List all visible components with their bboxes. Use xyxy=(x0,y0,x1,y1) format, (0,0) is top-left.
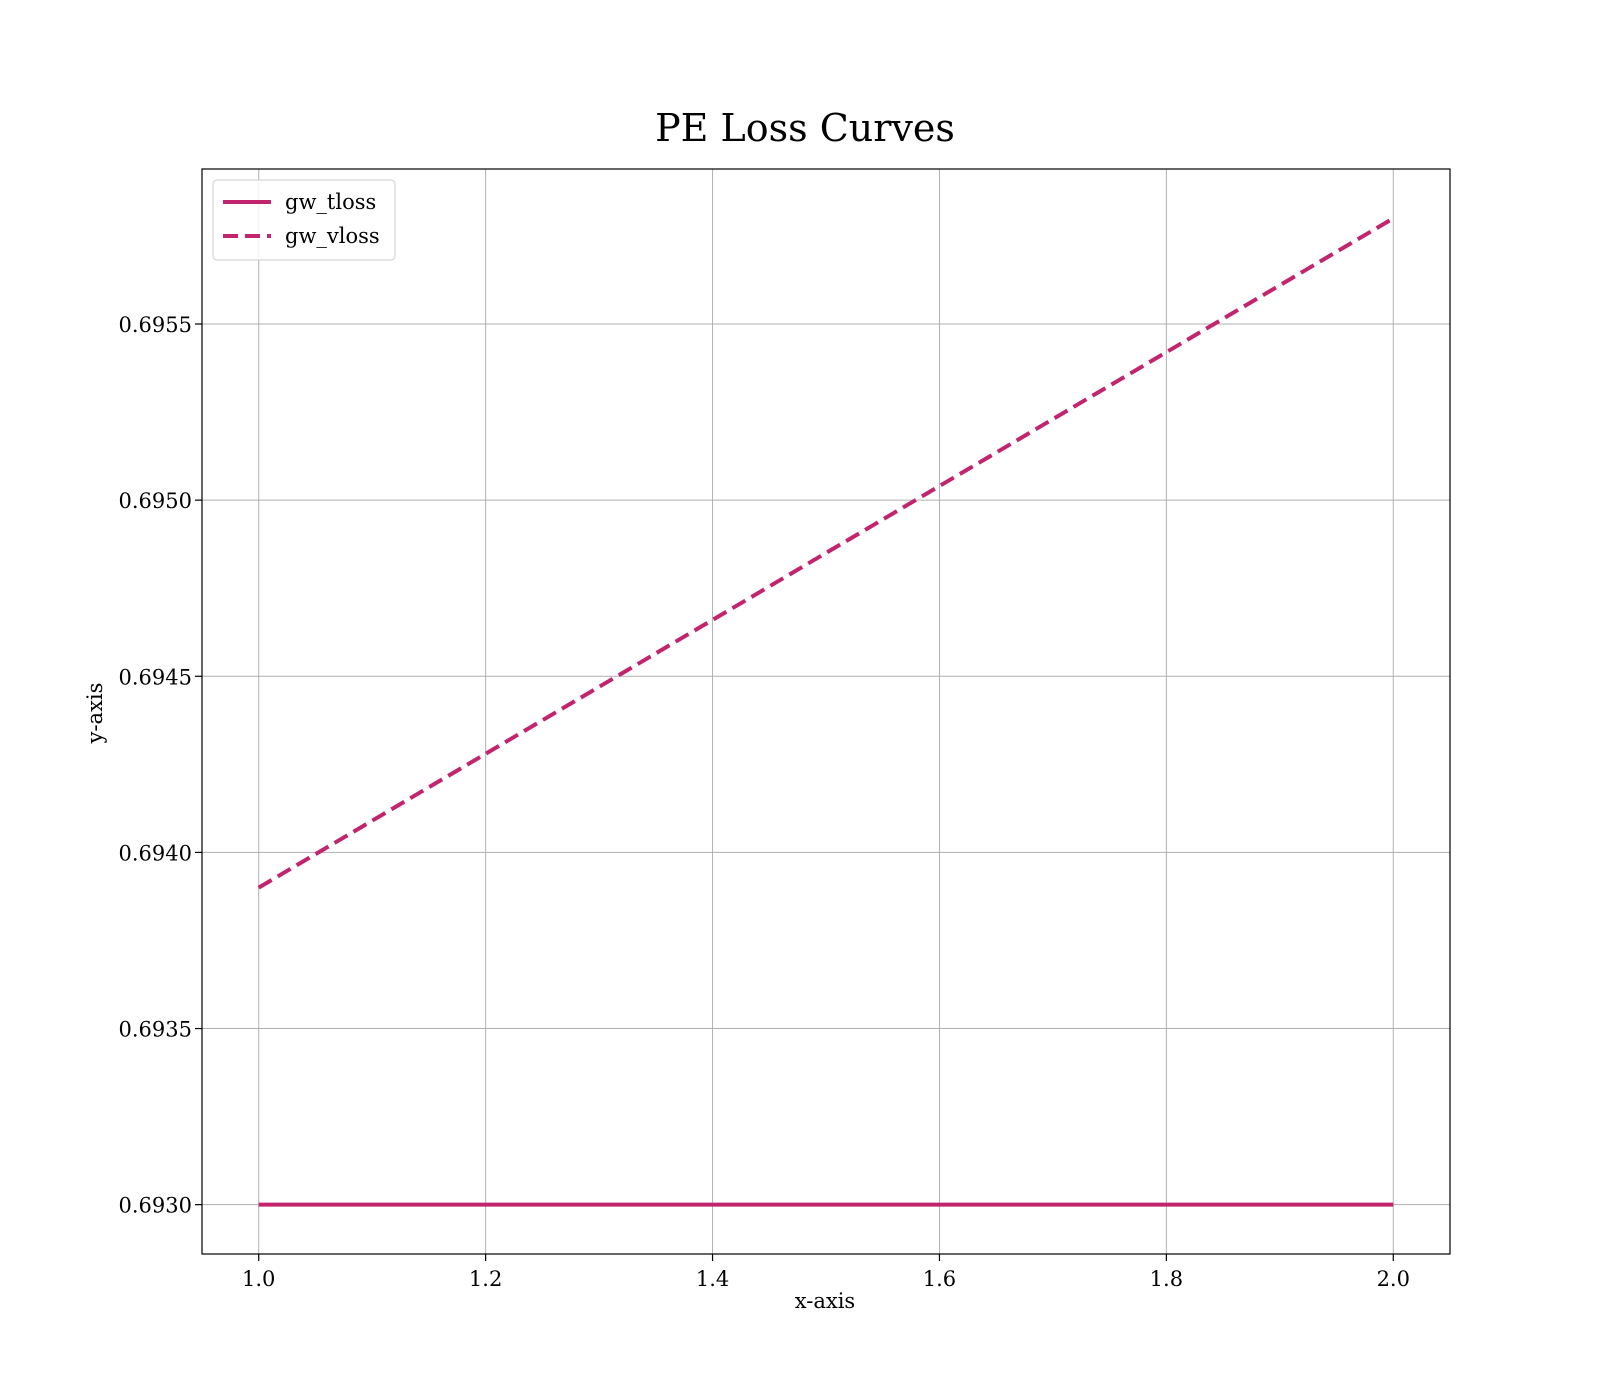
legend: gw_tloss gw_vloss xyxy=(212,179,396,261)
y-tick-label: 0.6930 xyxy=(119,1194,192,1218)
x-tick-label: 1.2 xyxy=(469,1267,502,1291)
legend-label: gw_vloss xyxy=(285,224,380,248)
y-tick-label: 0.6955 xyxy=(119,313,192,337)
x-tick-label: 1.0 xyxy=(242,1267,275,1291)
x-tick-label: 1.6 xyxy=(923,1267,956,1291)
x-tick-label: 1.4 xyxy=(696,1267,729,1291)
legend-label: gw_tloss xyxy=(285,190,376,214)
y-tick-label: 0.6935 xyxy=(119,1018,192,1042)
series-lines xyxy=(257,216,1395,1207)
grid xyxy=(202,169,1450,1254)
x-axis-ticks: 1.0 1.2 1.4 1.6 1.8 2.0 xyxy=(242,1254,1410,1291)
plot-area-frame xyxy=(201,168,1451,1255)
y-axis-label: y-axis xyxy=(83,683,107,745)
x-tick-label: 1.8 xyxy=(1150,1267,1183,1291)
y-tick-label: 0.6945 xyxy=(119,665,192,689)
y-axis-ticks: 0.6930 0.6935 0.6940 0.6945 0.6950 0.6955 xyxy=(119,313,202,1218)
y-tick-label: 0.6950 xyxy=(119,489,192,513)
y-tick-label: 0.6940 xyxy=(119,841,192,865)
chart-title: PE Loss Curves xyxy=(655,106,955,150)
x-axis-label: x-axis xyxy=(795,1289,855,1313)
x-tick-label: 2.0 xyxy=(1377,1267,1410,1291)
